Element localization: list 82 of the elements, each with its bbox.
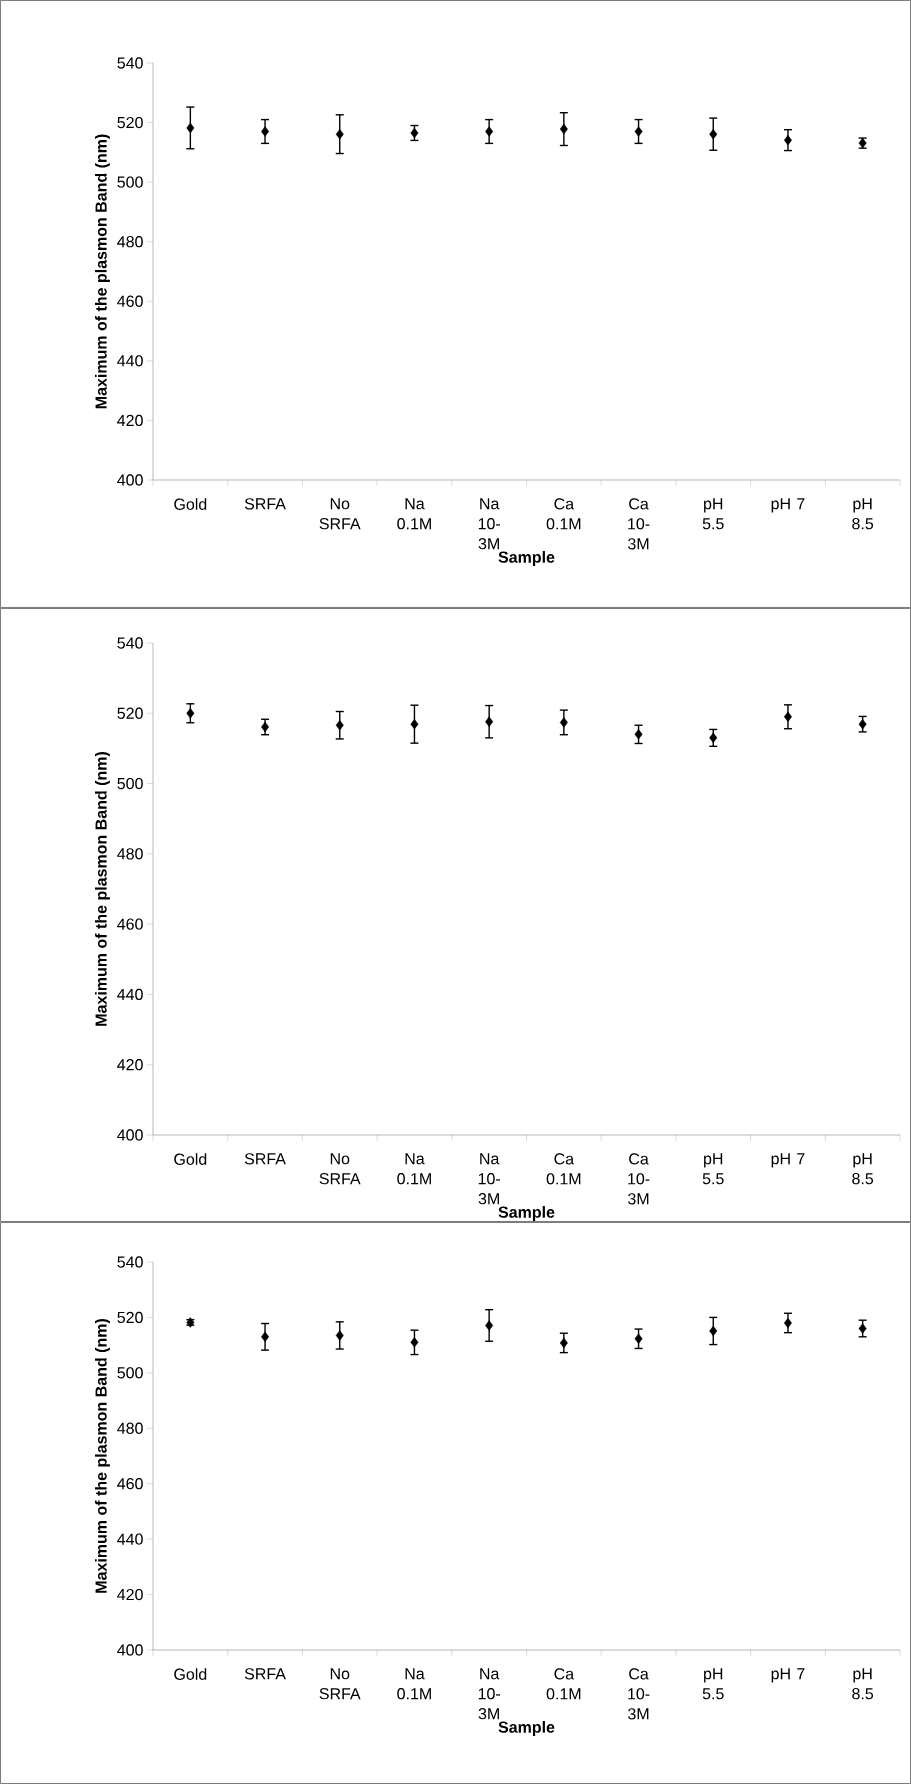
y-tick-label: 540 <box>117 1256 143 1268</box>
y-axis-title: Maximum of the plasmon Band (nm) <box>95 134 110 409</box>
x-tick-label: pH 8.5 <box>852 1153 874 1185</box>
y-tick-label: 480 <box>117 236 143 248</box>
x-tick-label: pH 5.5 <box>702 498 724 530</box>
y-tick-label: 460 <box>117 295 143 307</box>
x-tick-label: Na 0.1M <box>397 1668 431 1700</box>
y-tick-label: 480 <box>117 848 143 860</box>
y-tick-label: 400 <box>117 474 143 486</box>
x-axis-title: Sample <box>498 551 555 566</box>
point <box>634 126 643 137</box>
x-axis-title: Sample <box>498 1721 555 1736</box>
y-tick-label: 440 <box>117 355 143 367</box>
point <box>709 1325 718 1337</box>
point <box>186 122 195 134</box>
x-tick-label: Ca 10-3M <box>628 1153 650 1205</box>
y-tick-label: 540 <box>117 637 143 649</box>
x-tick-label: pH 7 <box>771 498 805 513</box>
point <box>559 123 568 135</box>
y-tick-label: 520 <box>117 707 143 719</box>
x-tick-label: SRFA <box>244 498 286 510</box>
y-tick-label: 440 <box>117 988 143 1001</box>
x-tick-label: Gold <box>174 1153 207 1165</box>
point <box>335 720 344 731</box>
y-tick-label: 460 <box>117 918 143 930</box>
x-tick-label: SRFA <box>244 1668 286 1680</box>
x-tick-label: pH 8.5 <box>852 498 874 530</box>
point <box>485 126 494 137</box>
y-tick-label: 520 <box>117 116 143 129</box>
x-tick-label: No SRFA <box>319 1668 361 1700</box>
x-tick-label: pH 7 <box>771 1153 805 1168</box>
x-tick-label: SRFA <box>244 1153 286 1165</box>
x-tick-label: Na 10-3M <box>478 1153 500 1205</box>
point <box>410 718 419 730</box>
y-tick-label: 500 <box>117 1367 143 1379</box>
point <box>186 708 195 719</box>
y-tick-label: 500 <box>117 777 143 790</box>
x-tick-label: Na 0.1M <box>397 498 431 530</box>
y-tick-label: 420 <box>117 1588 143 1601</box>
x-tick-label: Na 10-3M <box>478 1668 500 1720</box>
point <box>559 1337 568 1349</box>
point <box>709 732 718 744</box>
x-tick-label: Ca 0.1M <box>546 1153 581 1185</box>
y-tick-label: 400 <box>117 1129 143 1141</box>
point <box>485 716 494 727</box>
point <box>784 711 792 722</box>
x-tick-label: Ca 10-3M <box>628 498 650 550</box>
y-axis-title: Maximum of the plasmon Band (nm) <box>95 752 110 1026</box>
point <box>261 126 269 137</box>
y-tick-label: 500 <box>117 176 143 188</box>
point <box>634 1333 643 1344</box>
x-tick-label: No SRFA <box>319 1153 361 1185</box>
y-tick-label: 440 <box>117 1533 143 1545</box>
x-tick-label: pH 8.5 <box>852 1668 874 1700</box>
point <box>858 1323 867 1334</box>
x-tick-label: No SRFA <box>319 498 361 530</box>
y-axis-title: Maximum of the plasmon Band (nm) <box>95 1319 110 1593</box>
y-tick-label: 420 <box>117 414 143 427</box>
x-axis-title: Sample <box>498 1206 555 1221</box>
y-tick-label: 420 <box>117 1059 143 1071</box>
y-tick-label: 480 <box>117 1422 143 1434</box>
point <box>709 128 718 140</box>
point <box>335 1330 344 1341</box>
x-tick-label: Gold <box>174 498 207 510</box>
x-tick-label: pH 7 <box>771 1668 805 1683</box>
x-tick-label: Gold <box>174 1668 207 1680</box>
x-tick-label: Ca 0.1M <box>546 498 581 530</box>
y-tick-label: 540 <box>117 57 143 69</box>
point <box>335 128 344 140</box>
point <box>485 1320 494 1331</box>
x-tick-label: pH 5.5 <box>702 1668 724 1700</box>
y-tick-label: 520 <box>117 1311 143 1324</box>
x-tick-label: Na 0.1M <box>397 1153 431 1185</box>
point <box>634 729 643 740</box>
x-tick-label: Ca 10-3M <box>628 1668 650 1720</box>
x-tick-label: Na 10-3M <box>478 498 500 550</box>
point <box>410 1337 419 1348</box>
x-tick-label: pH 5.5 <box>702 1153 724 1185</box>
y-tick-label: 460 <box>117 1478 143 1490</box>
point <box>559 717 568 728</box>
x-tick-label: Ca 0.1M <box>546 1668 581 1700</box>
y-tick-label: 400 <box>117 1644 143 1656</box>
